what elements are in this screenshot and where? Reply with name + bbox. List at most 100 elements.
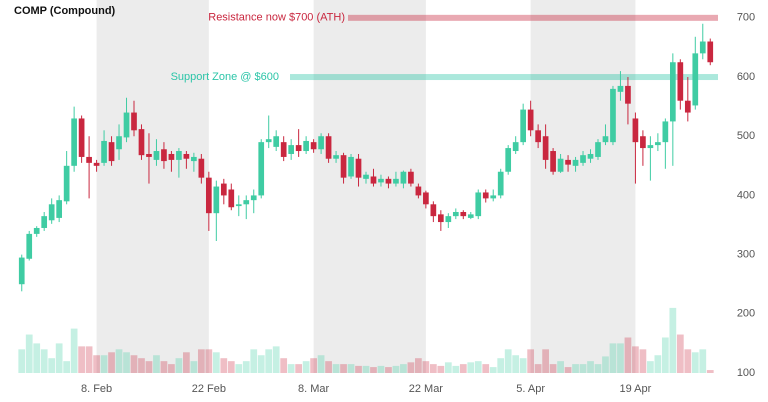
volume-bar bbox=[33, 343, 41, 373]
candle-body bbox=[677, 62, 684, 101]
candle-body bbox=[168, 153, 175, 160]
candle-body bbox=[385, 178, 392, 184]
candle-body bbox=[595, 142, 601, 157]
period-shade bbox=[530, 0, 636, 373]
y-tick-label: 300 bbox=[737, 249, 755, 261]
candle-body bbox=[452, 211, 459, 217]
volume-bar bbox=[647, 361, 654, 373]
volume-bar bbox=[25, 334, 33, 373]
volume-bar bbox=[706, 370, 714, 373]
volume-bar bbox=[272, 346, 280, 373]
candle-body bbox=[325, 136, 332, 159]
volume-bar bbox=[40, 349, 48, 373]
candle-body bbox=[684, 100, 691, 113]
volume-bar bbox=[85, 346, 93, 373]
candle-body bbox=[48, 204, 55, 221]
volume-bar bbox=[18, 349, 26, 373]
volume-bar bbox=[392, 365, 400, 373]
volume-bar bbox=[93, 355, 100, 373]
volume-bar bbox=[242, 361, 250, 373]
candle-body bbox=[348, 156, 354, 177]
volume-bar bbox=[55, 343, 63, 373]
candle-body bbox=[18, 257, 25, 285]
candle-body bbox=[699, 41, 706, 54]
candle-body bbox=[273, 136, 280, 147]
candle-body bbox=[63, 165, 70, 202]
candle-body bbox=[86, 156, 92, 163]
candle-body bbox=[161, 149, 167, 162]
y-tick-label: 200 bbox=[737, 308, 755, 320]
candle-body bbox=[265, 139, 272, 143]
candle-body bbox=[243, 200, 250, 205]
volume-bar bbox=[691, 352, 699, 373]
candle-body bbox=[101, 140, 107, 163]
candle-body bbox=[490, 195, 497, 199]
candle-body bbox=[437, 214, 444, 223]
candle-body bbox=[445, 216, 452, 223]
candle-body bbox=[363, 174, 369, 179]
candle-body bbox=[400, 171, 407, 184]
candle-body bbox=[497, 171, 504, 196]
volume-bar bbox=[295, 364, 303, 373]
volume-bar bbox=[557, 361, 564, 373]
candle-body bbox=[33, 227, 40, 234]
candle-body bbox=[108, 142, 115, 162]
candle-body bbox=[183, 153, 190, 159]
volume-bar bbox=[212, 352, 220, 373]
volume-bar bbox=[497, 358, 505, 373]
volume-bar bbox=[370, 367, 377, 373]
volume-bar bbox=[594, 364, 602, 373]
candle-body bbox=[220, 183, 227, 196]
volume-bar bbox=[587, 361, 594, 373]
volume-bar bbox=[235, 364, 243, 373]
volume-bar bbox=[444, 362, 452, 373]
volume-bar bbox=[385, 367, 392, 373]
candle-body bbox=[669, 62, 676, 122]
volume-bar bbox=[362, 365, 370, 373]
candle-body bbox=[692, 53, 699, 106]
volume-bar bbox=[527, 349, 535, 373]
candle-body bbox=[153, 151, 160, 160]
candle-body bbox=[520, 109, 527, 143]
volume-bar bbox=[250, 349, 258, 373]
volume-bar bbox=[377, 365, 385, 373]
candle-body bbox=[280, 142, 287, 157]
volume-bar bbox=[115, 349, 123, 373]
x-tick-label: 8. Feb bbox=[81, 383, 112, 395]
volume-bar bbox=[340, 364, 347, 373]
volume-bar bbox=[676, 334, 684, 373]
candle-body bbox=[512, 142, 519, 152]
candle-body bbox=[303, 140, 309, 152]
candle-body bbox=[198, 158, 205, 178]
candle-body bbox=[288, 145, 295, 154]
volume-bar bbox=[572, 364, 579, 373]
candle-body bbox=[542, 136, 549, 160]
x-tick-label: 19 Apr bbox=[620, 383, 652, 395]
candle-body bbox=[535, 130, 541, 143]
candle-body bbox=[655, 142, 661, 146]
volume-bar bbox=[654, 355, 662, 373]
volume-bar bbox=[302, 361, 310, 373]
volume-bar bbox=[542, 349, 549, 373]
candle-body bbox=[340, 155, 347, 178]
candle-body bbox=[205, 177, 212, 214]
volume-bar bbox=[534, 364, 542, 373]
candle-body bbox=[355, 158, 362, 178]
volume-bar bbox=[265, 349, 273, 373]
volume-bar bbox=[63, 361, 71, 373]
candle-body bbox=[602, 136, 609, 143]
volume-bar bbox=[227, 361, 235, 373]
volume-bar bbox=[183, 352, 190, 373]
candle-body bbox=[408, 171, 414, 184]
volume-bar bbox=[332, 364, 340, 373]
candle-body bbox=[71, 118, 77, 166]
volume-bar bbox=[130, 355, 138, 373]
volume-bar bbox=[422, 361, 430, 373]
volume-bar bbox=[684, 349, 692, 373]
volume-bar bbox=[190, 361, 198, 373]
candle-body bbox=[527, 109, 534, 131]
y-tick-label: 400 bbox=[737, 189, 755, 201]
chart-title: COMP (Compound) bbox=[14, 5, 116, 17]
candle-body bbox=[235, 204, 242, 207]
candle-body bbox=[415, 186, 422, 196]
